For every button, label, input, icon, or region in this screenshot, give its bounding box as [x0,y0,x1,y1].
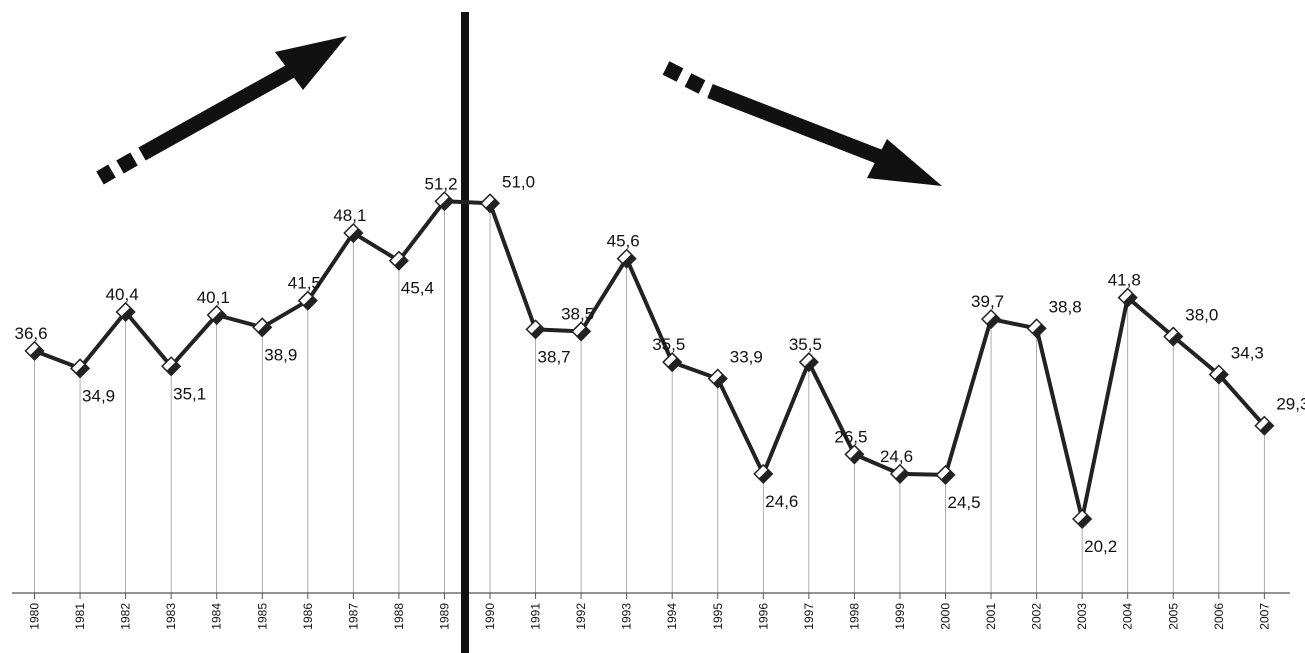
x-tick-label: 1992 [574,603,588,630]
data-points [24,191,1275,530]
up-trend-arrow [96,36,347,185]
x-tick-label: 1982 [119,603,133,630]
x-tick-label: 1981 [73,603,87,630]
x-tick-label: 1996 [756,603,770,630]
data-label: 33,9 [730,348,763,367]
x-tick-label: 2007 [1257,603,1271,630]
data-point [1117,287,1138,308]
x-tick-label: 1995 [711,603,725,630]
data-point [844,444,865,465]
data-label: 38,5 [561,304,594,323]
data-point [980,309,1002,330]
data-label: 26,5 [834,427,867,446]
data-point [935,464,956,485]
data-label: 48,1 [333,206,366,225]
x-tick-label: 1994 [665,603,679,630]
x-tick-label: 1986 [301,603,315,630]
data-point [1254,415,1275,436]
data-point [1072,508,1093,530]
data-label: 24,6 [765,492,798,511]
x-tick-label: 1988 [392,603,406,630]
data-label: 24,5 [948,493,981,512]
data-point [252,317,273,338]
data-label: 34,3 [1231,343,1264,362]
data-point [1163,326,1184,347]
x-tick-label: 2006 [1212,603,1226,630]
x-tick-label: 2000 [939,603,953,630]
data-label: 51,2 [424,174,457,193]
down-trend-arrow [662,61,942,186]
data-label: 24,6 [880,447,913,466]
x-tick-label: 2003 [1075,603,1089,630]
data-label: 38,7 [538,347,571,366]
x-tick-label: 2005 [1166,603,1180,630]
data-point [69,358,91,379]
x-tick-label: 1989 [437,603,451,630]
data-label: 39,7 [971,292,1004,311]
data-labels: 36,6 34,9 40,4 35,1 40,1 38,9 41,5 48,1 45,4 51,2… [15,172,1305,556]
data-point [525,319,546,340]
data-label: 36,6 [15,324,48,343]
data-label: 38,8 [1049,297,1082,316]
data-label: 20,2 [1084,537,1117,556]
data-point [434,191,455,212]
x-axis-ticks [34,593,1265,599]
data-point [479,193,501,214]
data-point [206,304,227,326]
data-label: 38,0 [1185,306,1218,325]
x-tick-label: 1993 [620,603,634,630]
data-label: 35,5 [652,335,685,354]
drop-lines [34,201,1265,593]
data-point [24,340,45,361]
x-tick-labels: 1980 1981 1982 1983 1984 1985 1986 1987 1988 1989… [28,603,1272,630]
data-point [798,352,819,373]
data-label: 51,0 [502,172,535,191]
data-label: 41,8 [1108,271,1141,290]
x-tick-label: 1998 [847,603,861,630]
x-tick-label: 1999 [893,603,907,630]
data-point [1208,364,1229,385]
x-tick-label: 2002 [1030,603,1044,630]
trend-arrows [96,36,942,186]
x-tick-label: 1987 [346,603,360,630]
data-point [571,321,592,342]
data-label: 35,1 [173,384,206,403]
data-point [753,463,774,484]
x-tick-label: 1983 [164,603,178,630]
data-point [707,368,728,389]
x-tick-label: 1997 [802,603,816,630]
data-point [1026,318,1047,339]
data-point [343,222,364,244]
x-tick-label: 2004 [1121,603,1135,630]
data-label: 35,5 [789,335,822,354]
data-point [662,352,683,373]
data-label: 40,4 [106,285,139,304]
data-label: 45,4 [401,279,434,298]
x-tick-label: 1984 [210,603,224,630]
x-tick-label: 1985 [255,603,269,630]
data-label: 41,5 [288,274,321,293]
data-point [297,290,318,311]
period-divider [461,12,469,653]
x-tick-label: 1980 [28,603,42,630]
x-tick-label: 1991 [529,603,543,630]
data-point [616,248,637,269]
data-point [889,463,911,484]
data-label: 29,3 [1276,395,1305,414]
data-label: 45,6 [607,232,640,251]
series-line [33,199,1266,521]
data-label: 34,9 [82,386,115,405]
data-point [388,250,409,271]
data-point [161,356,182,377]
x-tick-label: 2001 [984,603,998,630]
data-label: 40,1 [197,288,230,307]
data-point [115,301,136,323]
x-tick-label: 1990 [483,603,497,630]
data-label: 38,9 [264,345,297,364]
